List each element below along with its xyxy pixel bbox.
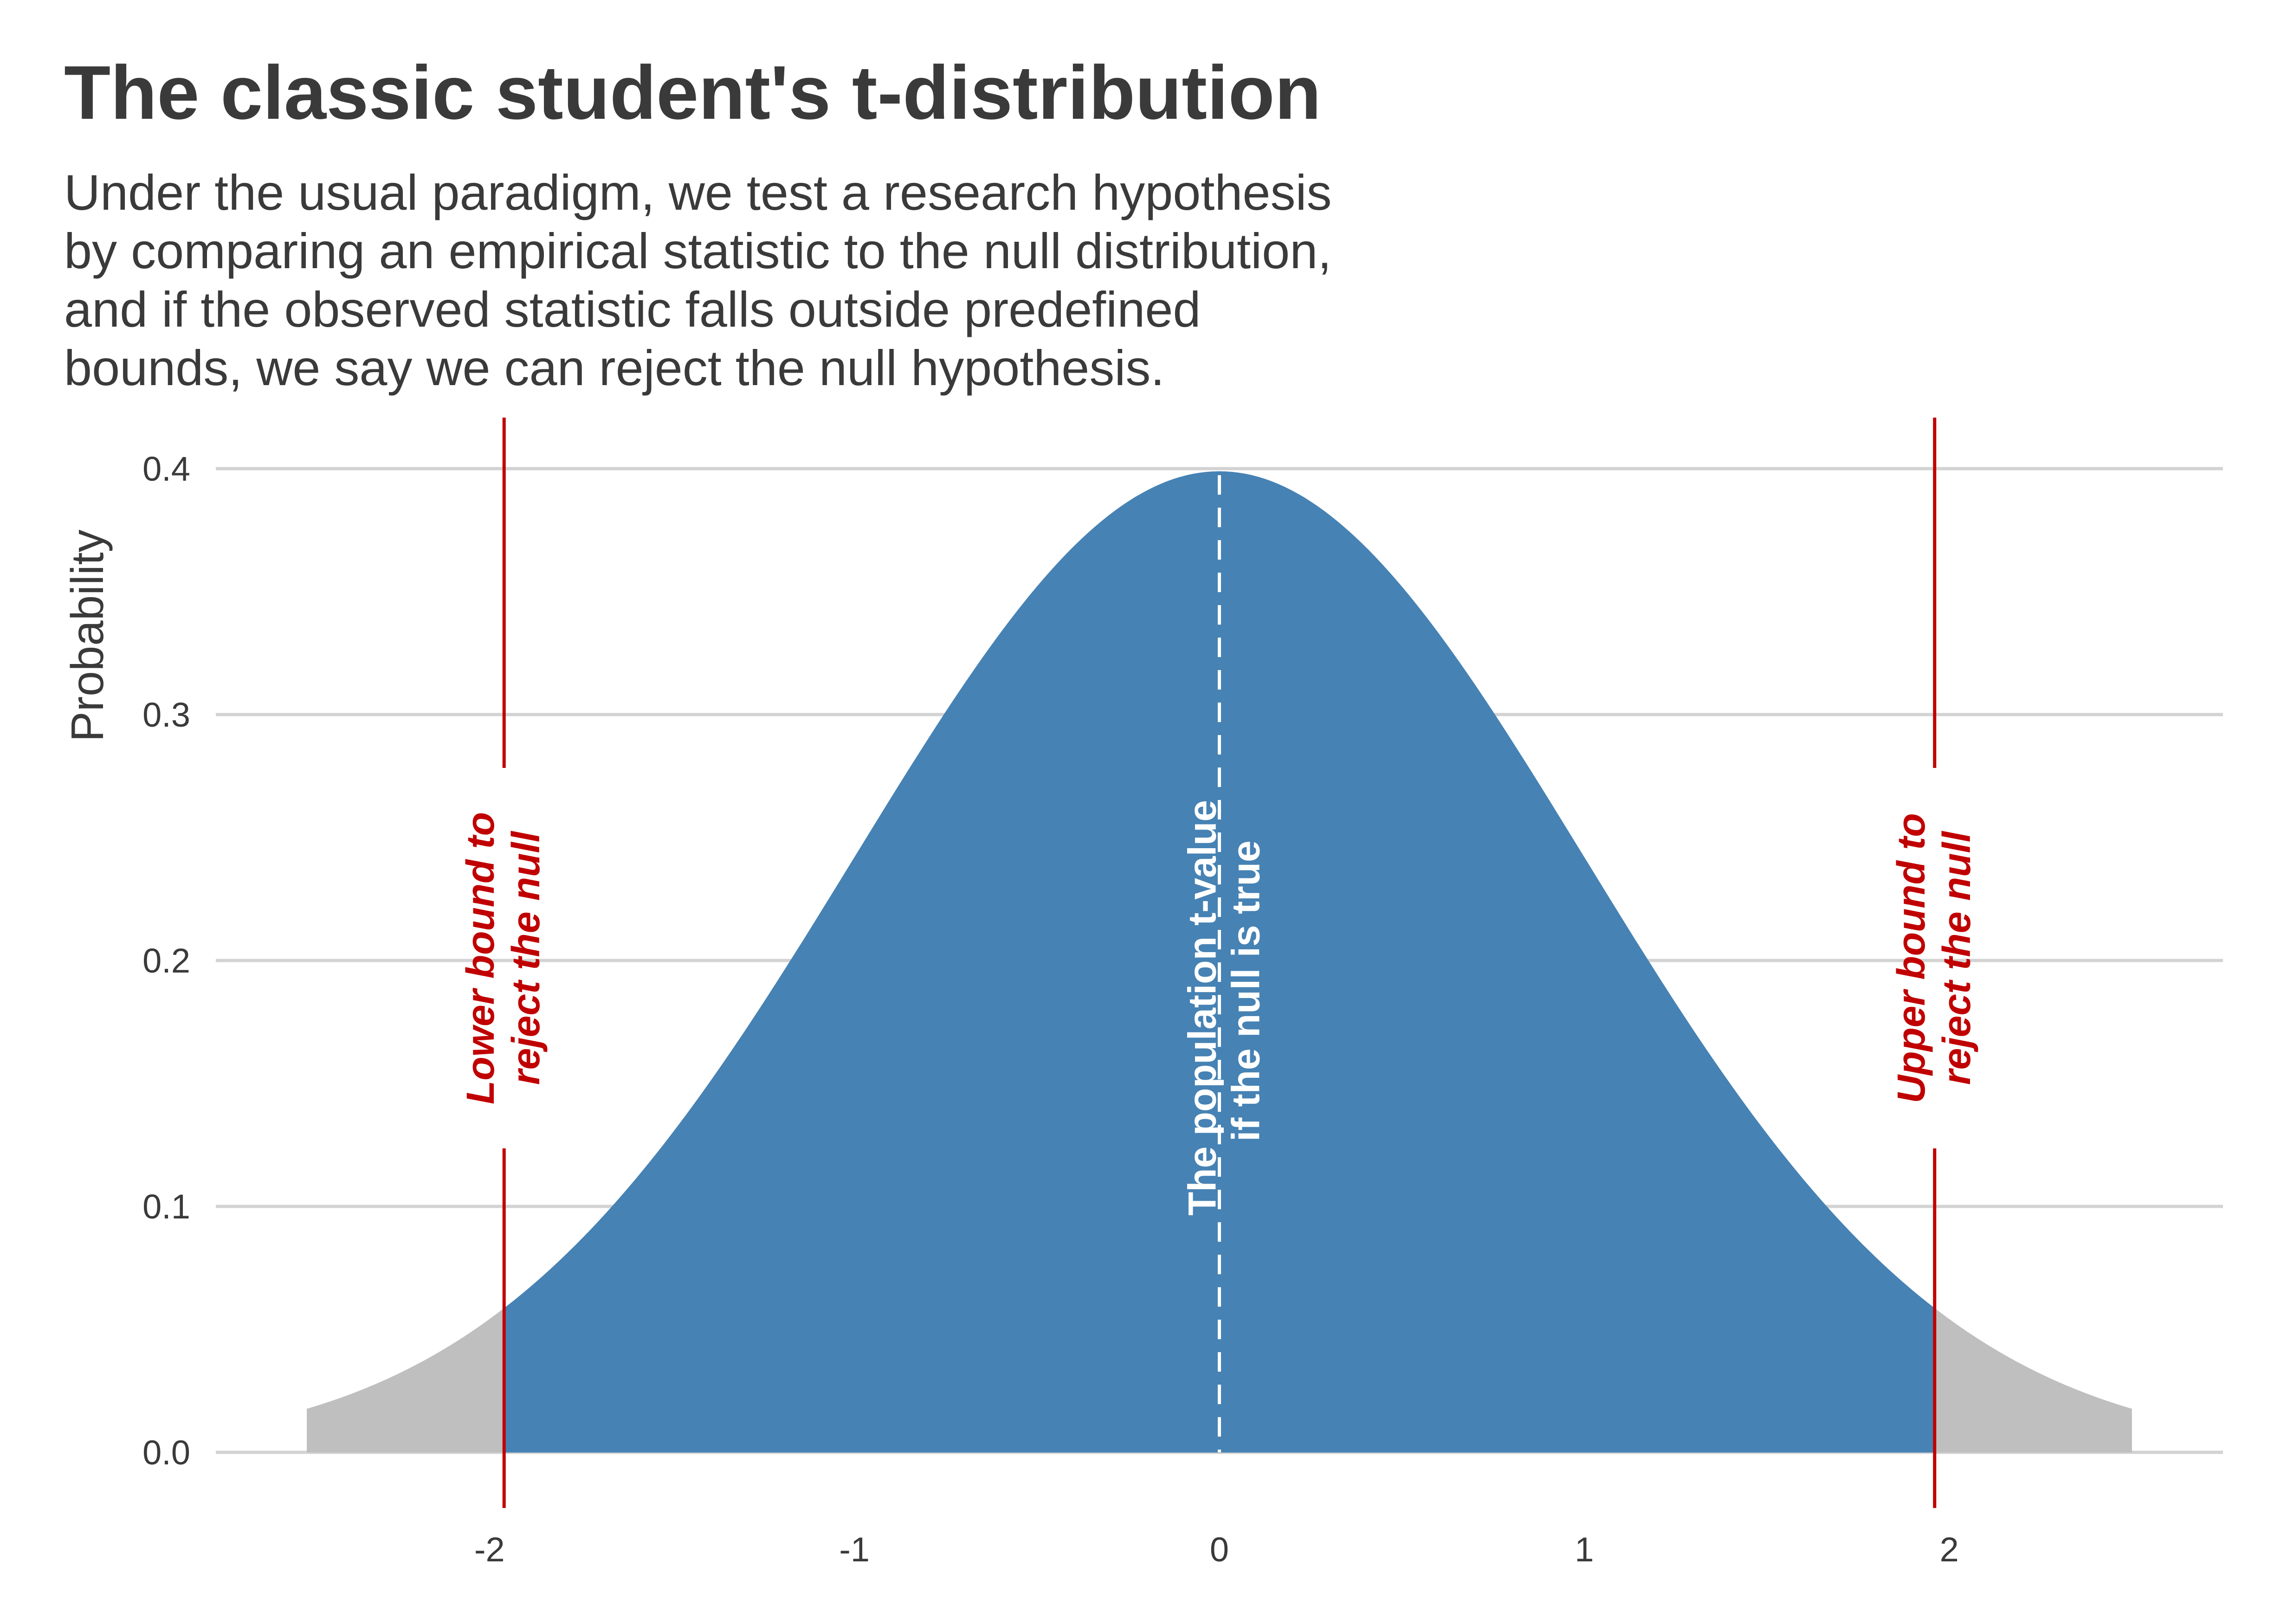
reference-lines — [502, 418, 1937, 1508]
population-t-value-label-line2: if the null is true — [1224, 840, 1268, 1141]
y-tick-label: 0.4 — [142, 450, 190, 488]
x-tick-label: 2 — [1940, 1530, 1959, 1569]
annotations: Lower bound to reject the null The populat… — [459, 800, 1978, 1216]
chart-title: The classic student's t-distribution — [64, 50, 1321, 135]
lower-bound-label-line2: reject the null — [504, 831, 548, 1085]
x-tick-label: 0 — [1210, 1530, 1229, 1569]
x-tick-label: -2 — [474, 1530, 505, 1569]
upper-bound-label-line2: reject the null — [1935, 831, 1978, 1085]
subtitle-line: and if the observed statistic falls outs… — [64, 281, 1201, 337]
y-tick-label: 0.2 — [142, 941, 190, 980]
population-t-value-label: The population t-value if the null is tru… — [1181, 800, 1268, 1216]
upper-bound-label: Upper bound to reject the null — [1889, 813, 1978, 1103]
area-upper-tail — [1934, 1308, 2132, 1453]
density-areas — [307, 471, 2132, 1453]
subtitle-line: by comparing an empirical statistic to t… — [64, 223, 1332, 279]
lower-bound-label: Lower bound to reject the null — [459, 812, 548, 1104]
subtitle-line: Under the usual paradigm, we test a rese… — [64, 164, 1332, 220]
y-tick-label: 0.1 — [142, 1187, 190, 1226]
y-tick-label: 0.0 — [142, 1433, 190, 1472]
x-tick-label: -1 — [839, 1530, 870, 1569]
y-tick-label: 0.3 — [142, 696, 190, 734]
axis-labels: Probability 0.0 0.1 0.2 0.3 0.4 -2 -1 0 1 2 — [62, 450, 1959, 1569]
x-tick-label: 1 — [1575, 1530, 1594, 1569]
y-axis-title: Probability — [62, 529, 113, 742]
lower-bound-label-line1: Lower bound to — [459, 812, 502, 1104]
area-lower-tail — [307, 1308, 504, 1453]
area-center — [504, 471, 1935, 1453]
subtitle-line: bounds, we say we can reject the null hy… — [64, 340, 1165, 396]
population-t-value-label-line1: The population t-value — [1181, 800, 1224, 1216]
upper-bound-label-line1: Upper bound to — [1889, 813, 1933, 1103]
chart-subtitle: Under the usual paradigm, we test a rese… — [64, 163, 1331, 397]
